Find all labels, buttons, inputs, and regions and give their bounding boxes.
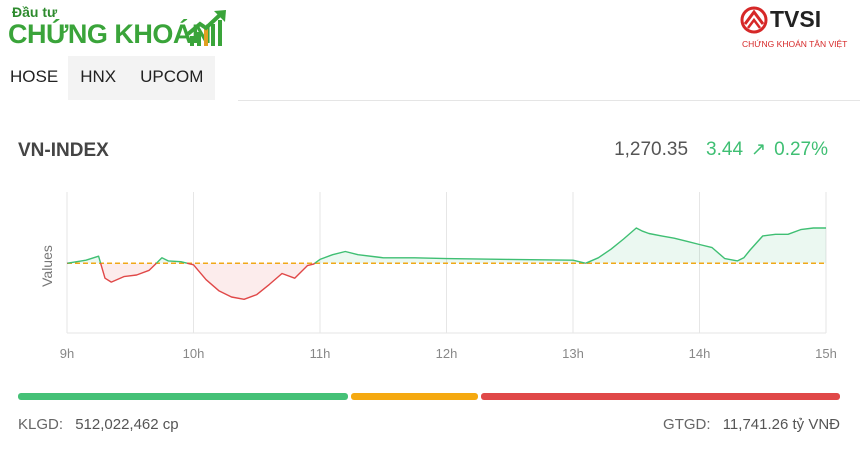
series-line-up	[314, 250, 586, 264]
partner-logo[interactable]: TVSI CHỨNG KHOÁN TÂN VIỆT	[740, 6, 850, 52]
chart-grid	[66, 192, 827, 334]
index-quote: 1,270.35 3.44 ↗ 0.27%	[614, 139, 828, 161]
turnover-label: GTGD:	[663, 416, 711, 433]
growth-chart-icon	[186, 10, 226, 46]
volume-value: 512,022,462 cp	[75, 416, 179, 433]
y-axis-label: Values	[39, 245, 55, 287]
series-line-down	[99, 262, 157, 283]
x-tick-label: 9h	[60, 346, 74, 361]
partner-name: TVSI	[770, 6, 822, 32]
tabs-divider	[238, 100, 860, 101]
tab-hose[interactable]: HOSE	[0, 56, 69, 100]
series-line-up	[67, 255, 102, 264]
volume-label: KLGD:	[18, 416, 64, 433]
index-name: VN-INDEX	[18, 140, 109, 161]
brand-logo[interactable]: Đầu tư CHỨNG KHOÁN	[8, 4, 238, 50]
breadth-bar-down	[480, 393, 840, 400]
partner-tagline: CHỨNG KHOÁN TÂN VIỆT	[742, 39, 848, 49]
series-line-up	[155, 257, 188, 264]
area-above-reference	[585, 228, 826, 264]
intraday-chart[interactable]: 9h 10h 11h 12h 13h 14h 15h Values	[0, 180, 860, 380]
series-line-up	[585, 227, 826, 264]
x-tick-label: 12h	[436, 346, 458, 361]
index-change: 3.44	[706, 139, 744, 160]
x-tick-label: 15h	[815, 346, 837, 361]
brand-logo-small-text: Đầu tư	[12, 4, 58, 20]
exchange-tabs: HOSE HNX UPCOM	[0, 56, 216, 100]
x-tick-label: 11h	[310, 346, 331, 361]
chart-series-lines	[66, 227, 826, 300]
index-value: 1,270.35	[614, 139, 689, 160]
x-tick-label: 10h	[183, 346, 205, 361]
x-tick-label: 13h	[562, 346, 584, 361]
index-percent: 0.27%	[774, 139, 828, 160]
volume-info: KLGD: 512,022,462 cp	[18, 416, 179, 433]
area-below-reference	[100, 263, 157, 283]
x-tick-label: 14h	[689, 346, 711, 361]
series-line-down	[186, 262, 316, 300]
area-above-reference	[67, 256, 101, 264]
tvsi-mark-icon	[740, 6, 768, 34]
breadth-bar-unchanged	[351, 393, 478, 400]
brand-logo-big-text: CHỨNG KHOÁN	[8, 19, 211, 49]
tab-upcom[interactable]: UPCOM	[128, 56, 216, 100]
area-above-reference	[314, 251, 586, 264]
area-below-reference	[186, 263, 315, 300]
trend-up-arrow-icon: ↗	[751, 139, 767, 159]
tab-hnx[interactable]: HNX	[68, 56, 129, 100]
turnover-info: GTGD: 11,741.26 tỷ VNĐ	[663, 416, 840, 433]
chart-x-ticks: 9h 10h 11h 12h 13h 14h 15h	[60, 346, 837, 361]
turnover-value: 11,741.26 tỷ VNĐ	[722, 416, 840, 433]
breadth-bar-up	[18, 393, 349, 400]
